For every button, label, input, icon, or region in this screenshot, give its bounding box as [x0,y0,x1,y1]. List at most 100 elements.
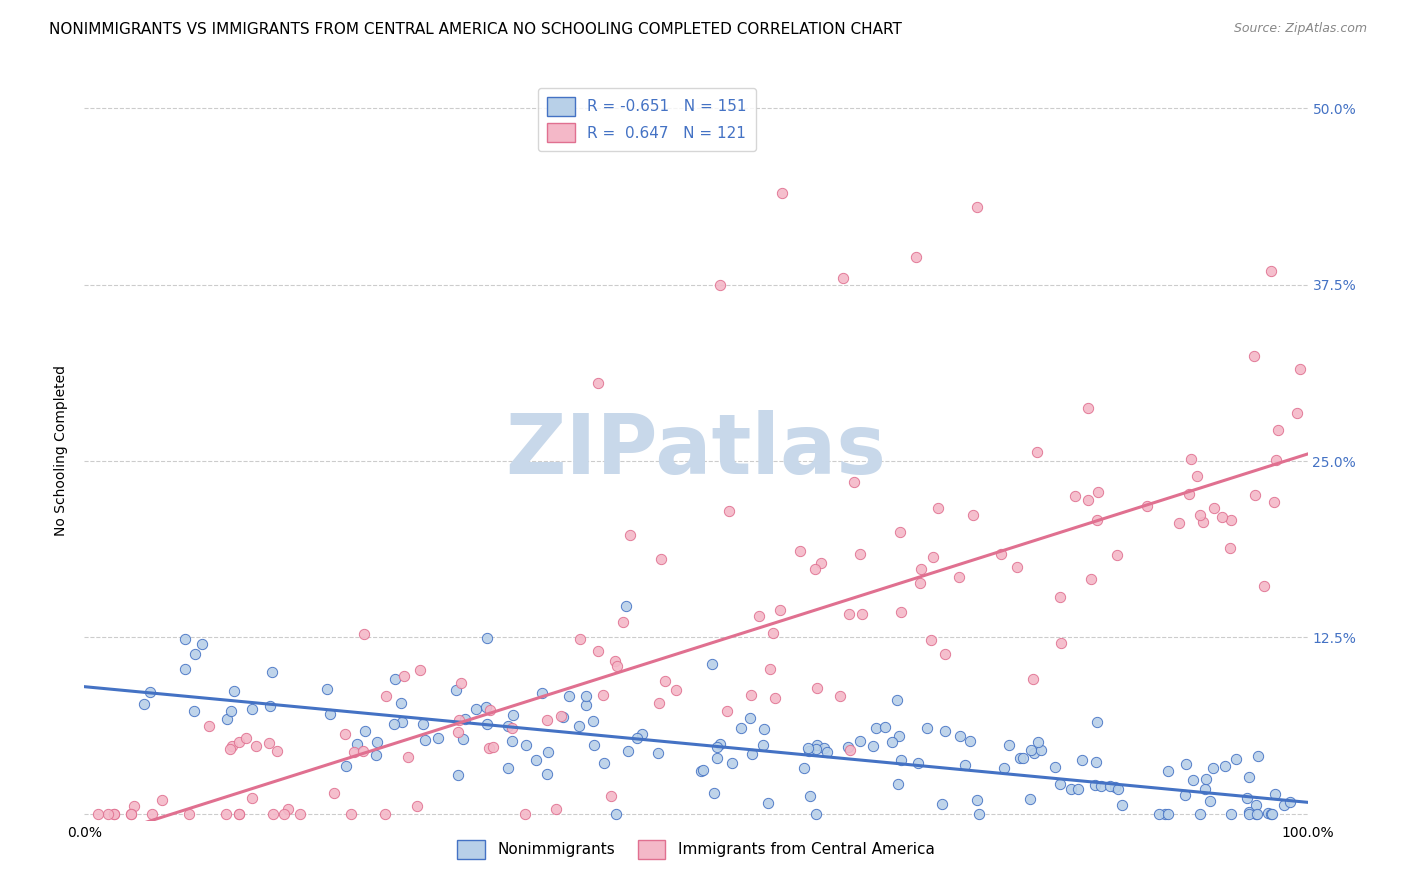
Point [831,270,853,285]
Point [1022,746,1045,760]
Point [412,716,434,731]
Text: Source: ZipAtlas.com: Source: ZipAtlas.com [1233,22,1367,36]
Point [221,739,243,753]
Point [647,696,669,710]
Point [228,806,250,821]
Point [1029,743,1052,757]
Point [531,685,554,699]
Point [810,556,832,570]
Point [1005,560,1028,574]
Point [502,708,524,723]
Point [1267,423,1289,437]
Point [1168,516,1191,531]
Point [1194,781,1216,796]
Point [967,806,990,821]
Point [1244,488,1267,502]
Point [575,689,598,703]
Point [709,737,731,751]
Point [1012,751,1035,765]
Point [426,731,449,745]
Point [1246,806,1268,821]
Point [1107,782,1129,797]
Point [612,615,634,630]
Point [1080,572,1102,586]
Point [586,644,609,658]
Point [817,745,839,759]
Point [889,729,911,743]
Point [619,528,641,542]
Point [915,721,938,735]
Point [934,648,956,662]
Point [593,756,616,771]
Point [1077,401,1099,416]
Point [273,806,295,821]
Point [1257,806,1279,821]
Point [838,743,860,757]
Point [444,683,467,698]
Point [575,698,598,712]
Point [748,609,770,624]
Point [616,744,638,758]
Point [1022,672,1045,686]
Point [1253,579,1275,593]
Point [797,741,820,756]
Point [1185,468,1208,483]
Point [1243,349,1265,363]
Point [849,547,872,561]
Point [391,715,413,730]
Point [689,764,711,778]
Point [806,742,828,756]
Point [1213,759,1236,773]
Point [1236,791,1258,805]
Point [586,376,609,391]
Point [482,740,505,755]
Point [842,475,865,489]
Point [558,689,581,703]
Point [849,733,872,747]
Point [1085,755,1108,769]
Point [546,802,568,816]
Point [174,632,197,646]
Point [122,798,145,813]
Point [1059,782,1081,797]
Point [224,683,246,698]
Point [184,647,207,661]
Point [1192,515,1215,529]
Point [568,719,591,733]
Point [515,739,537,753]
Point [1211,510,1233,524]
Point [1260,263,1282,277]
Point [262,806,284,821]
Point [179,806,201,821]
Point [889,524,911,539]
Point [536,767,558,781]
Point [890,605,912,619]
Point [709,277,731,292]
Point [1239,805,1261,820]
Point [1085,714,1108,729]
Point [288,806,311,821]
Point [789,544,811,558]
Point [1049,777,1071,791]
Point [718,504,741,518]
Point [1202,761,1225,775]
Point [1174,788,1197,802]
Point [1182,772,1205,787]
Point [103,806,125,821]
Point [756,796,779,810]
Point [907,756,929,770]
Point [751,739,773,753]
Point [955,757,977,772]
Point [1219,541,1241,555]
Point [537,745,560,759]
Point [340,806,363,821]
Point [948,570,970,584]
Point [908,575,931,590]
Point [1085,513,1108,527]
Point [353,627,375,641]
Point [706,740,728,755]
Point [498,760,520,774]
Point [890,753,912,767]
Point [120,806,142,821]
Point [763,691,786,706]
